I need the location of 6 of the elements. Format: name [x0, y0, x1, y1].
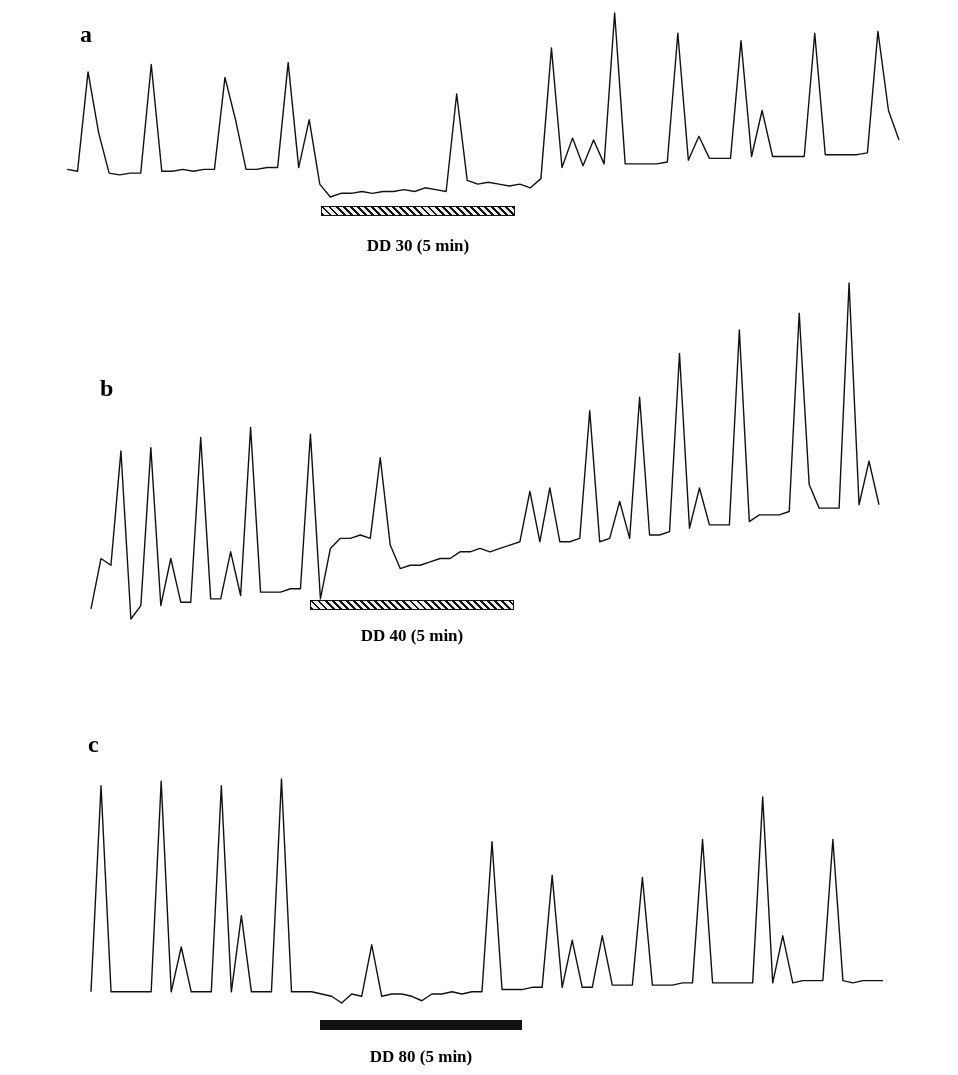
text: DD 80 (5 min) [369, 1047, 473, 1067]
text: b [100, 375, 114, 401]
chart-title: a [80, 21, 92, 47]
chart-title: c [88, 731, 99, 757]
text: DD 40 (5 min) [360, 626, 464, 646]
text: DD 30 (5 min) [366, 236, 470, 256]
